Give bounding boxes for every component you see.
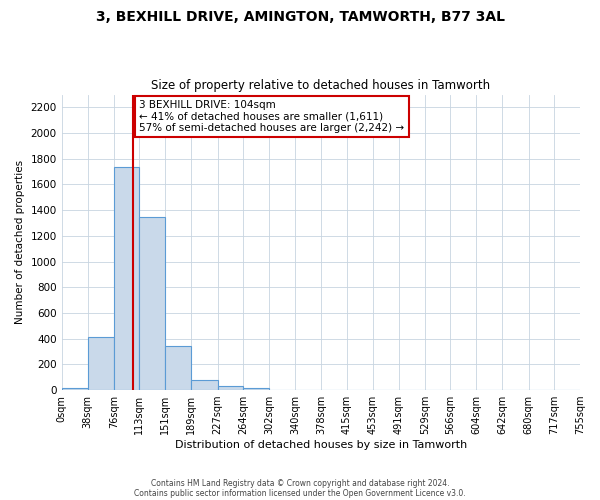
Text: Contains public sector information licensed under the Open Government Licence v3: Contains public sector information licen… xyxy=(134,488,466,498)
Bar xyxy=(166,346,191,390)
Bar xyxy=(139,216,166,390)
Bar xyxy=(88,338,114,390)
Bar xyxy=(191,380,218,390)
X-axis label: Distribution of detached houses by size in Tamworth: Distribution of detached houses by size … xyxy=(175,440,467,450)
Title: Size of property relative to detached houses in Tamworth: Size of property relative to detached ho… xyxy=(151,79,490,92)
Text: 3 BEXHILL DRIVE: 104sqm
← 41% of detached houses are smaller (1,611)
57% of semi: 3 BEXHILL DRIVE: 104sqm ← 41% of detache… xyxy=(139,100,404,133)
Bar xyxy=(243,388,269,390)
Bar xyxy=(114,166,139,390)
Text: 3, BEXHILL DRIVE, AMINGTON, TAMWORTH, B77 3AL: 3, BEXHILL DRIVE, AMINGTON, TAMWORTH, B7… xyxy=(95,10,505,24)
Bar xyxy=(218,386,243,390)
Text: Contains HM Land Registry data © Crown copyright and database right 2024.: Contains HM Land Registry data © Crown c… xyxy=(151,478,449,488)
Y-axis label: Number of detached properties: Number of detached properties xyxy=(15,160,25,324)
Bar xyxy=(62,388,88,390)
